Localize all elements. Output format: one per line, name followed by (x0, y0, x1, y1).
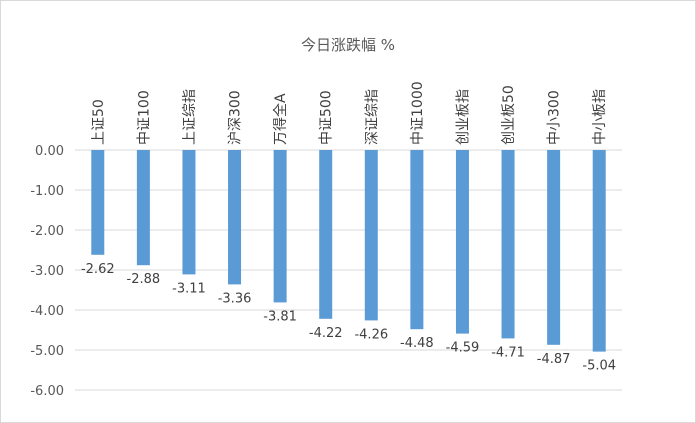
bar (91, 150, 105, 255)
y-tick-label: -5.00 (30, 344, 64, 359)
y-tick-label: -1.00 (30, 184, 64, 199)
y-tick-label: -4.00 (30, 304, 64, 319)
y-tick-label: -3.00 (30, 264, 64, 279)
y-tick-label: -6.00 (30, 384, 64, 399)
bar (592, 150, 606, 352)
category-labels: 上证50 中证100 上证综指 沪深300 万得全A 中证500 深证综指 中证1000 创业板… (91, 81, 608, 145)
bar (501, 150, 515, 339)
data-label: -4.87 (537, 352, 571, 367)
bar (182, 150, 196, 275)
bar (410, 150, 424, 330)
data-label: -2.62 (81, 262, 115, 277)
category-label: 万得全A (272, 93, 289, 145)
category-label: 沪深300 (228, 90, 244, 145)
category-label: 中小300 (547, 90, 563, 145)
category-label: 创业板50 (501, 85, 517, 145)
bar (228, 150, 242, 285)
category-label: 创业板指 (455, 89, 471, 145)
data-label: -4.59 (446, 341, 480, 356)
bars (91, 150, 606, 352)
data-label: -2.88 (127, 272, 161, 287)
bar (364, 150, 378, 321)
category-label: 深证综指 (364, 89, 380, 145)
data-label: -5.04 (582, 359, 616, 374)
y-tick-label: 0.00 (35, 144, 64, 159)
bar (136, 150, 150, 266)
category-label: 中证100 (136, 90, 152, 145)
category-label: 中证1000 (410, 81, 426, 145)
bar (319, 150, 333, 319)
y-axis-ticks: 0.00 -1.00 -2.00 -3.00 -4.00 -5.00 -6.00 (30, 144, 64, 399)
data-label: -3.81 (263, 309, 297, 324)
category-label: 中小板指 (592, 89, 608, 145)
data-label: -4.71 (491, 345, 525, 360)
data-labels: -2.62 -2.88 -3.11 -3.36 -3.81 -4.22 -4.26 -4.48… (81, 262, 616, 374)
data-label: -3.36 (218, 291, 252, 306)
bar (547, 150, 561, 345)
data-label: -4.48 (400, 336, 434, 351)
data-label: -3.11 (172, 281, 206, 296)
category-label: 中证500 (319, 90, 335, 145)
bar (273, 150, 287, 303)
gridlines (75, 149, 622, 391)
data-label: -4.26 (354, 327, 388, 342)
y-tick-label: -2.00 (30, 224, 64, 239)
bar (455, 150, 469, 334)
category-label: 上证综指 (182, 89, 198, 145)
data-label: -4.22 (309, 326, 343, 341)
chart-title: 今日涨跌幅 % (301, 36, 395, 54)
category-label: 上证50 (91, 99, 107, 145)
